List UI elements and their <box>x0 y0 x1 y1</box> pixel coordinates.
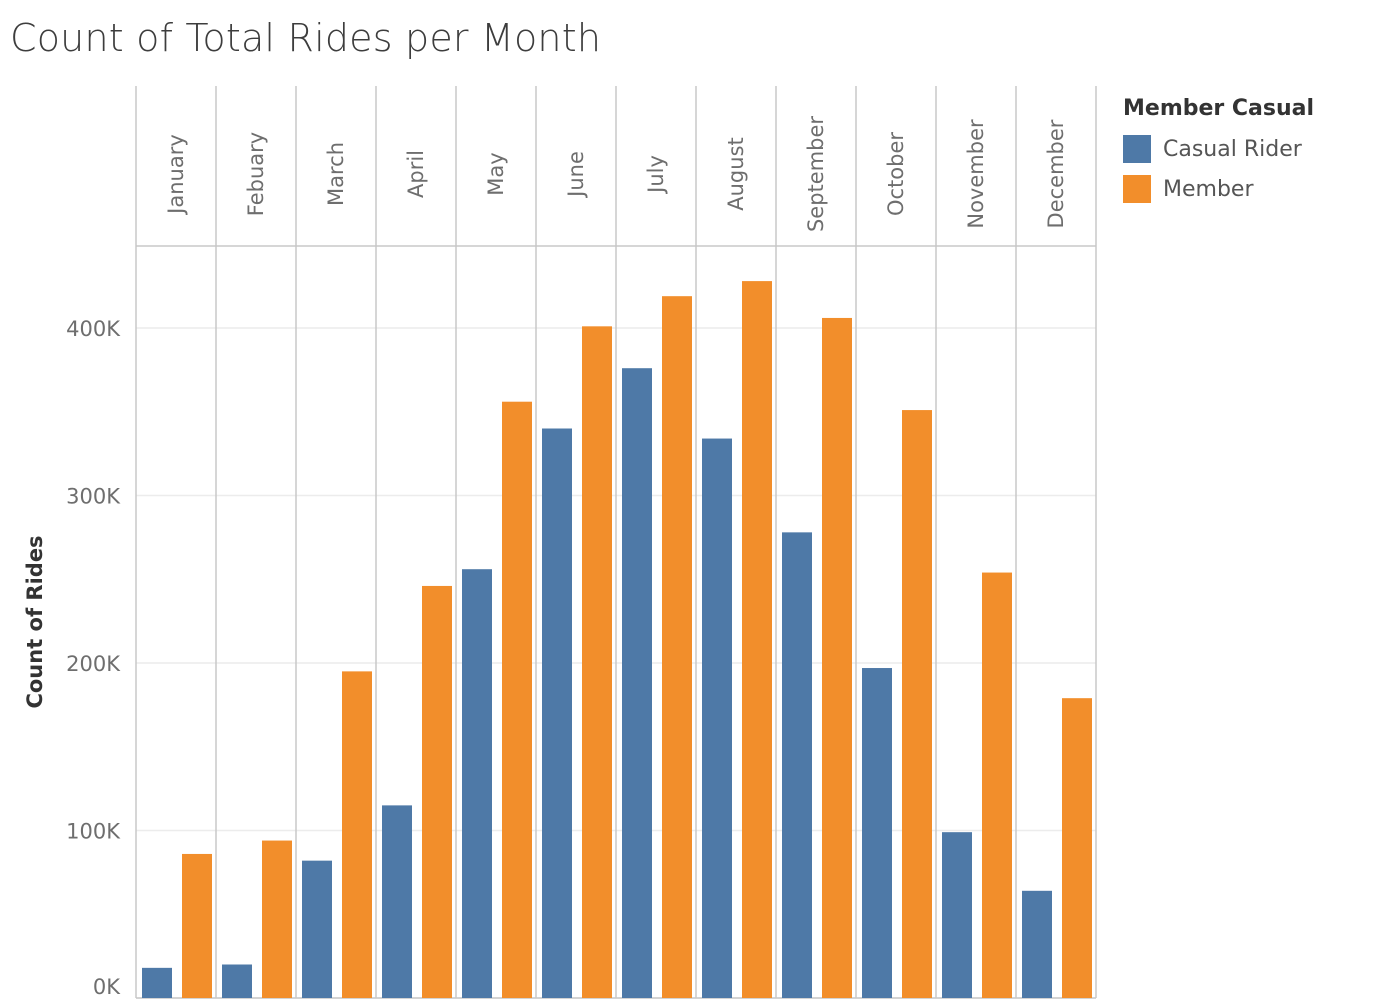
bar-member-march <box>342 671 372 998</box>
bar-member-april <box>422 585 452 998</box>
bar-member-may <box>502 401 532 998</box>
bar-casual-rider-september <box>782 532 812 998</box>
bar-casual-rider-december <box>1022 890 1052 998</box>
month-label-march: March <box>324 142 348 206</box>
legend-item-casual-rider: Casual Rider <box>1123 129 1314 169</box>
bars <box>142 281 1092 999</box>
month-label-june: June <box>564 151 588 199</box>
legend: Member Casual Casual Rider Member <box>1123 96 1314 209</box>
bar-casual-rider-march <box>302 860 332 998</box>
bar-member-febuary <box>262 840 292 998</box>
bar-casual-rider-november <box>942 832 972 998</box>
bar-member-june <box>582 326 612 998</box>
legend-item-member: Member <box>1123 169 1314 209</box>
column-dividers <box>135 86 1097 999</box>
bar-casual-rider-october <box>862 668 892 998</box>
legend-title: Member Casual <box>1123 96 1315 121</box>
bar-member-july <box>662 296 692 998</box>
bar-member-october <box>902 410 932 998</box>
legend-swatch-casual-rider <box>1123 135 1151 163</box>
y-tick-label-200K: 200K <box>66 652 121 676</box>
y-tick-label-400K: 400K <box>66 317 121 341</box>
bar-casual-rider-febuary <box>222 964 252 998</box>
legend-label-member: Member <box>1163 176 1254 202</box>
month-label-august: August <box>724 137 748 211</box>
y-axis-label: Count of Rides <box>23 535 47 708</box>
bar-casual-rider-august <box>702 438 732 998</box>
month-label-september: September <box>804 116 828 232</box>
month-label-october: October <box>884 132 908 216</box>
y-tick-label-300K: 300K <box>66 485 121 509</box>
month-header-labels: January Febuary March April May June July Augus… <box>164 116 1068 232</box>
bar-casual-rider-june <box>542 428 572 998</box>
bar-member-december <box>1062 698 1092 998</box>
legend-label-casual-rider: Casual Rider <box>1163 136 1302 162</box>
bar-member-august <box>742 281 772 999</box>
month-label-july: July <box>644 155 668 195</box>
y-axis-ticks: 0K 100K 200K 300K 400K <box>66 317 121 999</box>
month-label-january: January <box>164 134 188 216</box>
y-tick-label-0K: 0K <box>93 975 121 999</box>
month-label-may: May <box>484 152 508 195</box>
bar-casual-rider-july <box>622 368 652 998</box>
month-label-febuary: Febuary <box>244 132 268 216</box>
bar-member-january <box>182 853 212 998</box>
bar-member-september <box>822 317 852 998</box>
bar-casual-rider-april <box>382 805 412 998</box>
month-label-november: November <box>964 119 988 229</box>
chart-title: Count of Total Rides per Month <box>10 16 602 60</box>
month-label-april: April <box>404 150 428 198</box>
bar-casual-rider-may <box>462 569 492 998</box>
legend-swatch-member <box>1123 175 1151 203</box>
bar-member-november <box>982 572 1012 998</box>
bar-casual-rider-january <box>142 967 172 998</box>
y-tick-label-100K: 100K <box>66 820 121 844</box>
month-label-december: December <box>1044 119 1068 228</box>
